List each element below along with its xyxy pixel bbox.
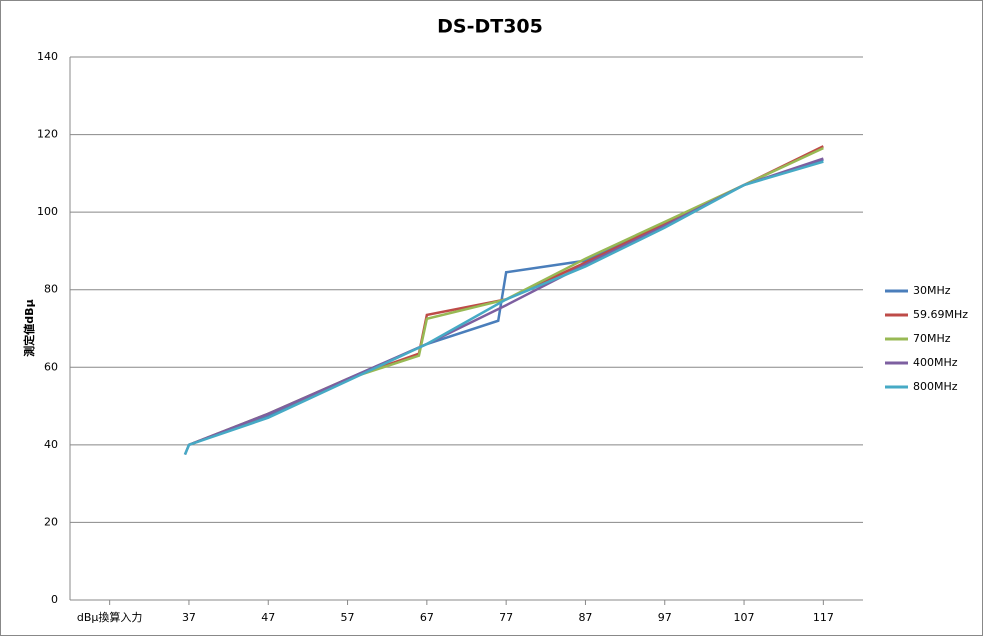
- y-tick-label: 140: [37, 50, 58, 63]
- y-tick-label: 120: [37, 128, 58, 141]
- legend-label: 59.69MHz: [913, 308, 968, 321]
- x-tick-label: 67: [420, 611, 434, 624]
- x-tick-label: 87: [578, 611, 592, 624]
- x-tick-label: 47: [261, 611, 275, 624]
- x-tick-label: 97: [658, 611, 672, 624]
- x-tick-label: dBμ換算入力: [77, 610, 143, 624]
- y-tick-label: 20: [44, 515, 58, 528]
- x-tick-label: 117: [813, 611, 834, 624]
- y-axis-label: 測定値dBμ: [22, 299, 36, 356]
- x-tick-label: 77: [499, 611, 513, 624]
- y-tick-label: 40: [44, 438, 58, 451]
- legend-label: 70MHz: [913, 332, 951, 345]
- y-tick-label: 80: [44, 283, 58, 296]
- legend-label: 800MHz: [913, 380, 958, 393]
- x-tick-label: 37: [182, 611, 196, 624]
- y-tick-label: 60: [44, 360, 58, 373]
- x-tick-label: 107: [734, 611, 755, 624]
- series-line: [183, 160, 824, 456]
- x-tick-label: 57: [341, 611, 355, 624]
- legend-label: 400MHz: [913, 356, 958, 369]
- legend-label: 30MHz: [913, 284, 951, 297]
- chart-title: DS-DT305: [437, 16, 543, 38]
- y-tick-label: 100: [37, 205, 58, 218]
- y-tick-label: 0: [51, 593, 58, 606]
